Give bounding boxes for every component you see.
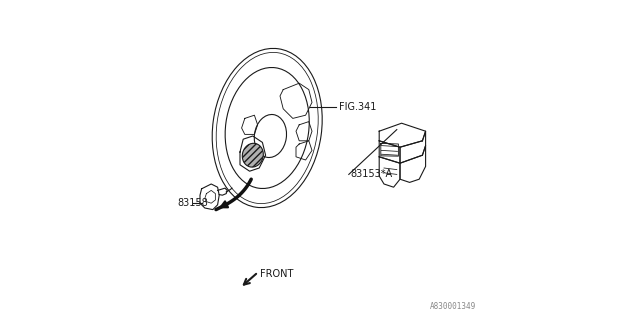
Text: 83153*A: 83153*A [351, 169, 392, 180]
Ellipse shape [243, 143, 263, 167]
Text: FIG.341: FIG.341 [339, 102, 376, 112]
Text: 83158: 83158 [178, 198, 209, 208]
Text: A830001349: A830001349 [430, 302, 476, 311]
Text: FRONT: FRONT [260, 269, 294, 279]
